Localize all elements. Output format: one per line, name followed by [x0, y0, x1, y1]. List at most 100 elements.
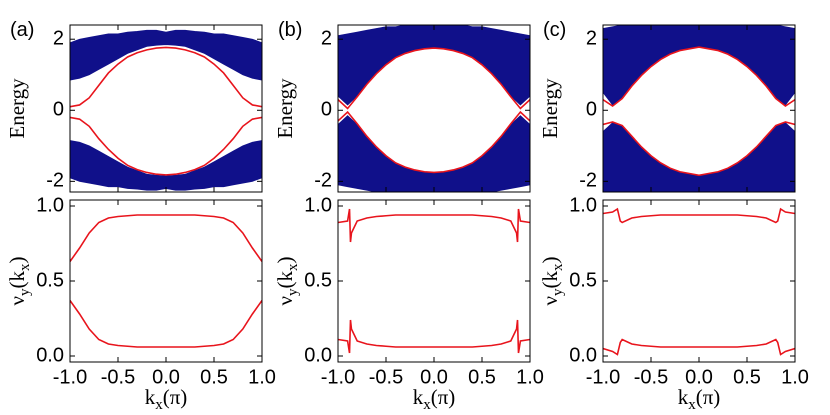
curve	[70, 214, 262, 262]
y-tick-label: 0.0	[569, 344, 597, 366]
panel: -2 0 2 (b) Energy	[273, 19, 531, 193]
label-part: ν	[273, 296, 297, 306]
y-tick-label: 1.0	[304, 194, 332, 216]
bulk-band	[603, 25, 795, 106]
panel: 0.00.51.0-1.0 -0.5 0.0 0.5 1.0νy(kx)kx(π)	[5, 194, 276, 413]
label-subscript: x	[17, 263, 33, 271]
plot-area	[70, 214, 262, 348]
plot-area	[603, 25, 795, 192]
label-part: )	[5, 257, 29, 264]
label-subscript: y	[550, 288, 566, 296]
label-part: )	[538, 257, 562, 264]
y-tick-label: -2	[314, 170, 332, 192]
x-tick-label: -1.0	[53, 366, 87, 388]
x-tick-label: 1.0	[248, 366, 276, 388]
y-axis-label: Energy	[273, 78, 297, 139]
plot-area	[338, 25, 530, 192]
curve	[70, 300, 262, 348]
x-tick-label: -0.5	[101, 366, 135, 388]
y-tick-label: 0	[321, 99, 332, 121]
curve	[603, 46, 795, 107]
label-part: (k	[273, 271, 297, 289]
y-tick-label: 0.5	[569, 269, 597, 291]
label-part: ν	[5, 296, 29, 306]
y-tick-label: 2	[586, 27, 597, 49]
y-axis-label: νy(kx)	[273, 257, 301, 306]
label-part: (k	[538, 271, 562, 289]
y-tick-label: 1.0	[36, 194, 64, 216]
panel: 0.00.51.0-1.0 -0.5 0.0 0.5 1.0νy(kx)kx(π)	[273, 194, 544, 413]
x-tick-label: 0.0	[685, 366, 713, 388]
y-axis-label: Energy	[5, 78, 29, 139]
panel: 0.00.51.0-1.0 -0.5 0.0 0.5 1.0νy(kx)kx(π)	[538, 194, 809, 413]
y-axis-label: Energy	[538, 78, 562, 139]
y-tick-label: -2	[46, 170, 64, 192]
label-part: (k	[5, 271, 29, 289]
curve	[603, 121, 795, 177]
curve	[338, 208, 530, 243]
y-axis-label: νy(kx)	[5, 257, 33, 306]
label-part: k	[678, 385, 689, 409]
curve	[70, 46, 262, 108]
y-tick-label: 0	[586, 99, 597, 121]
label-part: (π)	[696, 385, 721, 409]
x-tick-label: -1.0	[586, 366, 620, 388]
label-subscript: x	[155, 397, 163, 413]
y-tick-label: 0.0	[36, 344, 64, 366]
x-axis-label: kx(π)	[145, 385, 188, 413]
y-tick-label: 1.0	[569, 194, 597, 216]
x-tick-label: 0.5	[200, 366, 228, 388]
y-tick-label: 0.5	[36, 269, 64, 291]
bulk-band	[70, 29, 262, 81]
y-tick-label: 0.5	[304, 269, 332, 291]
y-tick-label: 0.0	[304, 344, 332, 366]
panel-label: (c)	[543, 19, 566, 41]
x-axis-label: kx(π)	[678, 385, 721, 413]
label-part: k	[145, 385, 156, 409]
x-tick-label: -0.5	[369, 366, 403, 388]
label-subscript: x	[550, 263, 566, 271]
frame	[69, 199, 263, 363]
plot-area	[603, 207, 795, 356]
panel-label: (b)	[278, 19, 302, 41]
x-tick-label: 0.0	[420, 366, 448, 388]
x-tick-label: -0.5	[634, 366, 668, 388]
bulk-band	[338, 25, 530, 106]
plot-area	[70, 29, 262, 191]
y-tick-label: 2	[321, 27, 332, 49]
x-tick-label: -1.0	[321, 366, 355, 388]
label-subscript: x	[423, 397, 431, 413]
y-axis-label: νy(kx)	[538, 257, 566, 306]
x-tick-label: 1.0	[781, 366, 809, 388]
y-tick-label: 2	[53, 27, 64, 49]
label-subscript: x	[688, 397, 696, 413]
curve	[338, 110, 530, 174]
x-tick-label: 0.5	[733, 366, 761, 388]
label-part: (π)	[431, 385, 456, 409]
frame	[602, 199, 796, 363]
x-tick-label: 1.0	[516, 366, 544, 388]
x-tick-label: 0.5	[468, 366, 496, 388]
panel: -2 0 2 (a) Energy	[5, 19, 263, 193]
label-part: )	[273, 257, 297, 264]
y-tick-label: 0	[53, 99, 64, 121]
x-axis-label: kx(π)	[413, 385, 456, 413]
frame	[337, 199, 531, 363]
label-subscript: x	[285, 263, 301, 271]
panel: -2 0 2 (c) Energy	[538, 19, 796, 193]
label-part: (π)	[163, 385, 188, 409]
bulk-band	[70, 140, 262, 191]
curve	[338, 319, 530, 354]
y-tick-label: -2	[579, 170, 597, 192]
label-subscript: y	[17, 288, 33, 296]
x-tick-label: 0.0	[152, 366, 180, 388]
curve	[603, 207, 795, 224]
label-part: ν	[538, 296, 562, 306]
bulk-band	[338, 115, 530, 192]
bulk-band	[603, 122, 795, 192]
plot-area	[338, 208, 530, 354]
curve	[338, 47, 530, 110]
curve	[603, 338, 795, 356]
label-part: k	[413, 385, 424, 409]
